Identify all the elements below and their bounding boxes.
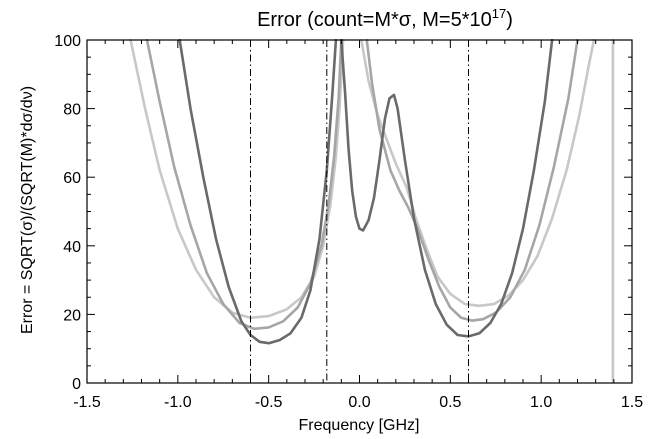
y-tick-label: 80 [63,102,81,119]
x-axis-label: Frequency [GHz] [299,417,420,434]
y-tick-label: 60 [63,170,81,187]
chart-title-exponent: 17 [492,6,506,21]
x-tick-label: 1.0 [530,394,552,411]
y-tick-label: 20 [63,307,81,324]
series-2-curve-2 [365,39,579,322]
series-1-curve-1 [178,39,338,345]
series-1-curve-2 [340,39,554,338]
y-axis-label: Error = SQRT(σ)/(SQRT(M)*dσ/dν) [19,86,36,334]
x-tick-label: 1.5 [621,394,643,411]
chart-title: Error (count=M*σ, M=5*1017) [257,6,513,31]
series-2-curve-1 [145,39,343,331]
y-tick-label: 100 [54,33,81,50]
plot-frame [86,39,633,384]
ticks-layer: -1.5 -1.0 -0.5 0.0 0.5 1.0 1.5 0 20 40 60 80 100 [54,33,643,411]
y-tick-label: 0 [72,376,81,393]
reference-lines-layer [250,40,469,383]
x-tick-label: -1.5 [73,394,101,411]
x-tick-label: 0.0 [348,394,370,411]
chart-title-main: Error (count=M*σ, M=5*10 [257,9,492,31]
x-tick-label: -0.5 [255,394,283,411]
curves-layer [129,39,615,383]
chart-title-end: ) [506,9,513,31]
x-tick-label: -1.0 [164,394,192,411]
y-tick-label: 40 [63,239,81,256]
x-tick-label: 0.5 [439,394,461,411]
series-3-curve-1 [129,39,345,320]
series-3-curve-2 [360,39,596,308]
